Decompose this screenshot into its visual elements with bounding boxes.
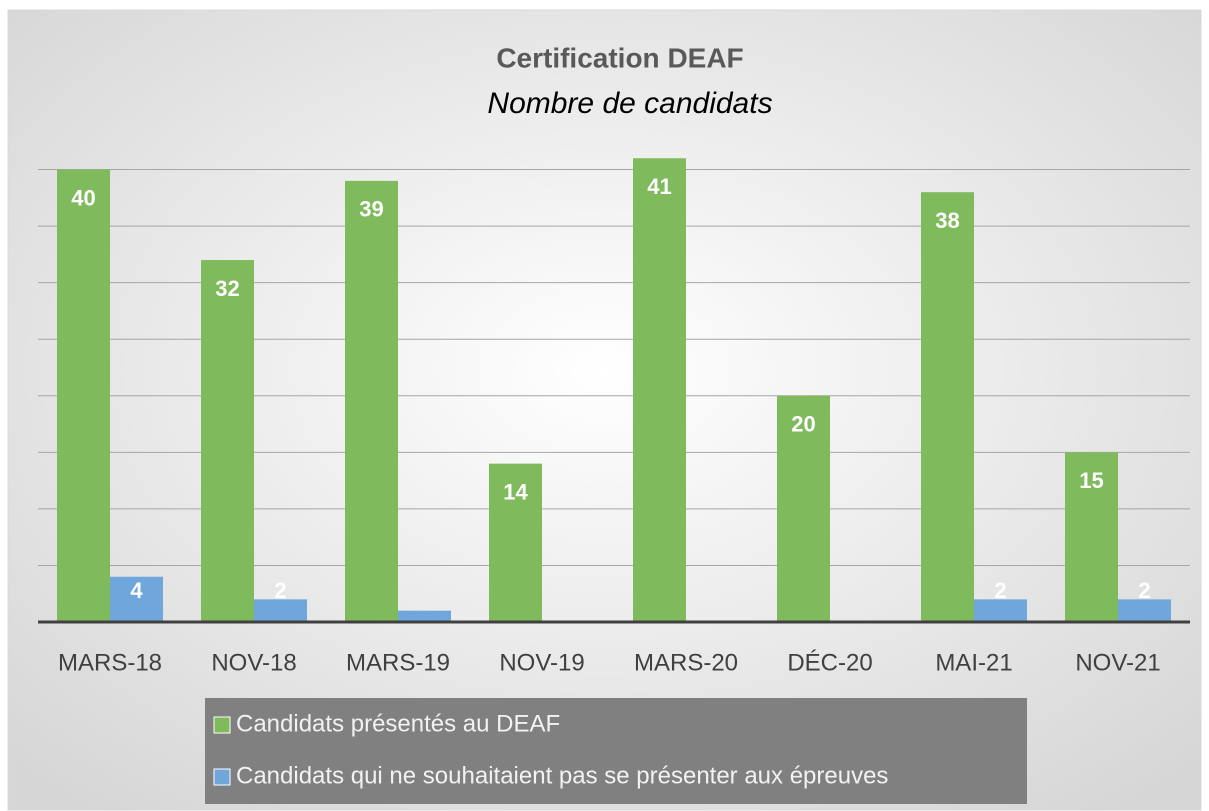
x-tick-label: NOV-19 bbox=[499, 649, 584, 676]
x-tick-label: MARS-18 bbox=[58, 649, 162, 676]
data-label: 2 bbox=[274, 578, 286, 603]
bar bbox=[201, 260, 254, 622]
bar bbox=[398, 610, 451, 622]
x-tick-label: MARS-20 bbox=[634, 649, 738, 676]
legend-label: Candidats qui ne souhaitaient pas se pré… bbox=[236, 762, 888, 789]
data-label: 39 bbox=[359, 197, 383, 222]
data-label: 32 bbox=[215, 276, 239, 301]
data-label: 2 bbox=[994, 578, 1006, 603]
data-label: 14 bbox=[503, 479, 528, 504]
bar bbox=[974, 599, 1027, 622]
data-label: 38 bbox=[935, 208, 959, 233]
bar bbox=[254, 599, 307, 622]
x-tick-label: MAI-21 bbox=[935, 649, 1012, 676]
legend-swatch bbox=[213, 716, 231, 734]
chart-area bbox=[7, 9, 1202, 811]
bar bbox=[777, 395, 830, 622]
x-tick-label: NOV-18 bbox=[211, 649, 296, 676]
bar bbox=[633, 158, 686, 622]
bar bbox=[489, 463, 542, 622]
data-label: 15 bbox=[1079, 468, 1103, 493]
x-tick-label: NOV-21 bbox=[1075, 649, 1160, 676]
bar bbox=[921, 192, 974, 622]
data-label: 40 bbox=[71, 185, 95, 210]
data-label: 41 bbox=[647, 174, 671, 199]
bar bbox=[345, 180, 398, 622]
bar bbox=[1118, 599, 1171, 622]
data-label: 4 bbox=[130, 578, 143, 603]
data-label: 20 bbox=[791, 412, 815, 437]
data-label: 2 bbox=[1138, 578, 1150, 603]
chart-title: Certification DEAF bbox=[496, 42, 743, 73]
legend-label: Candidats présentés au DEAF bbox=[236, 710, 560, 737]
x-tick-label: MARS-19 bbox=[346, 649, 450, 676]
bar bbox=[57, 169, 110, 623]
chart-subtitle: Nombre de candidats bbox=[487, 87, 772, 120]
legend-swatch bbox=[213, 768, 231, 786]
legend bbox=[205, 698, 1027, 804]
bar bbox=[1065, 452, 1118, 622]
bar bbox=[110, 576, 163, 622]
x-tick-label: DÉC-20 bbox=[787, 649, 872, 676]
